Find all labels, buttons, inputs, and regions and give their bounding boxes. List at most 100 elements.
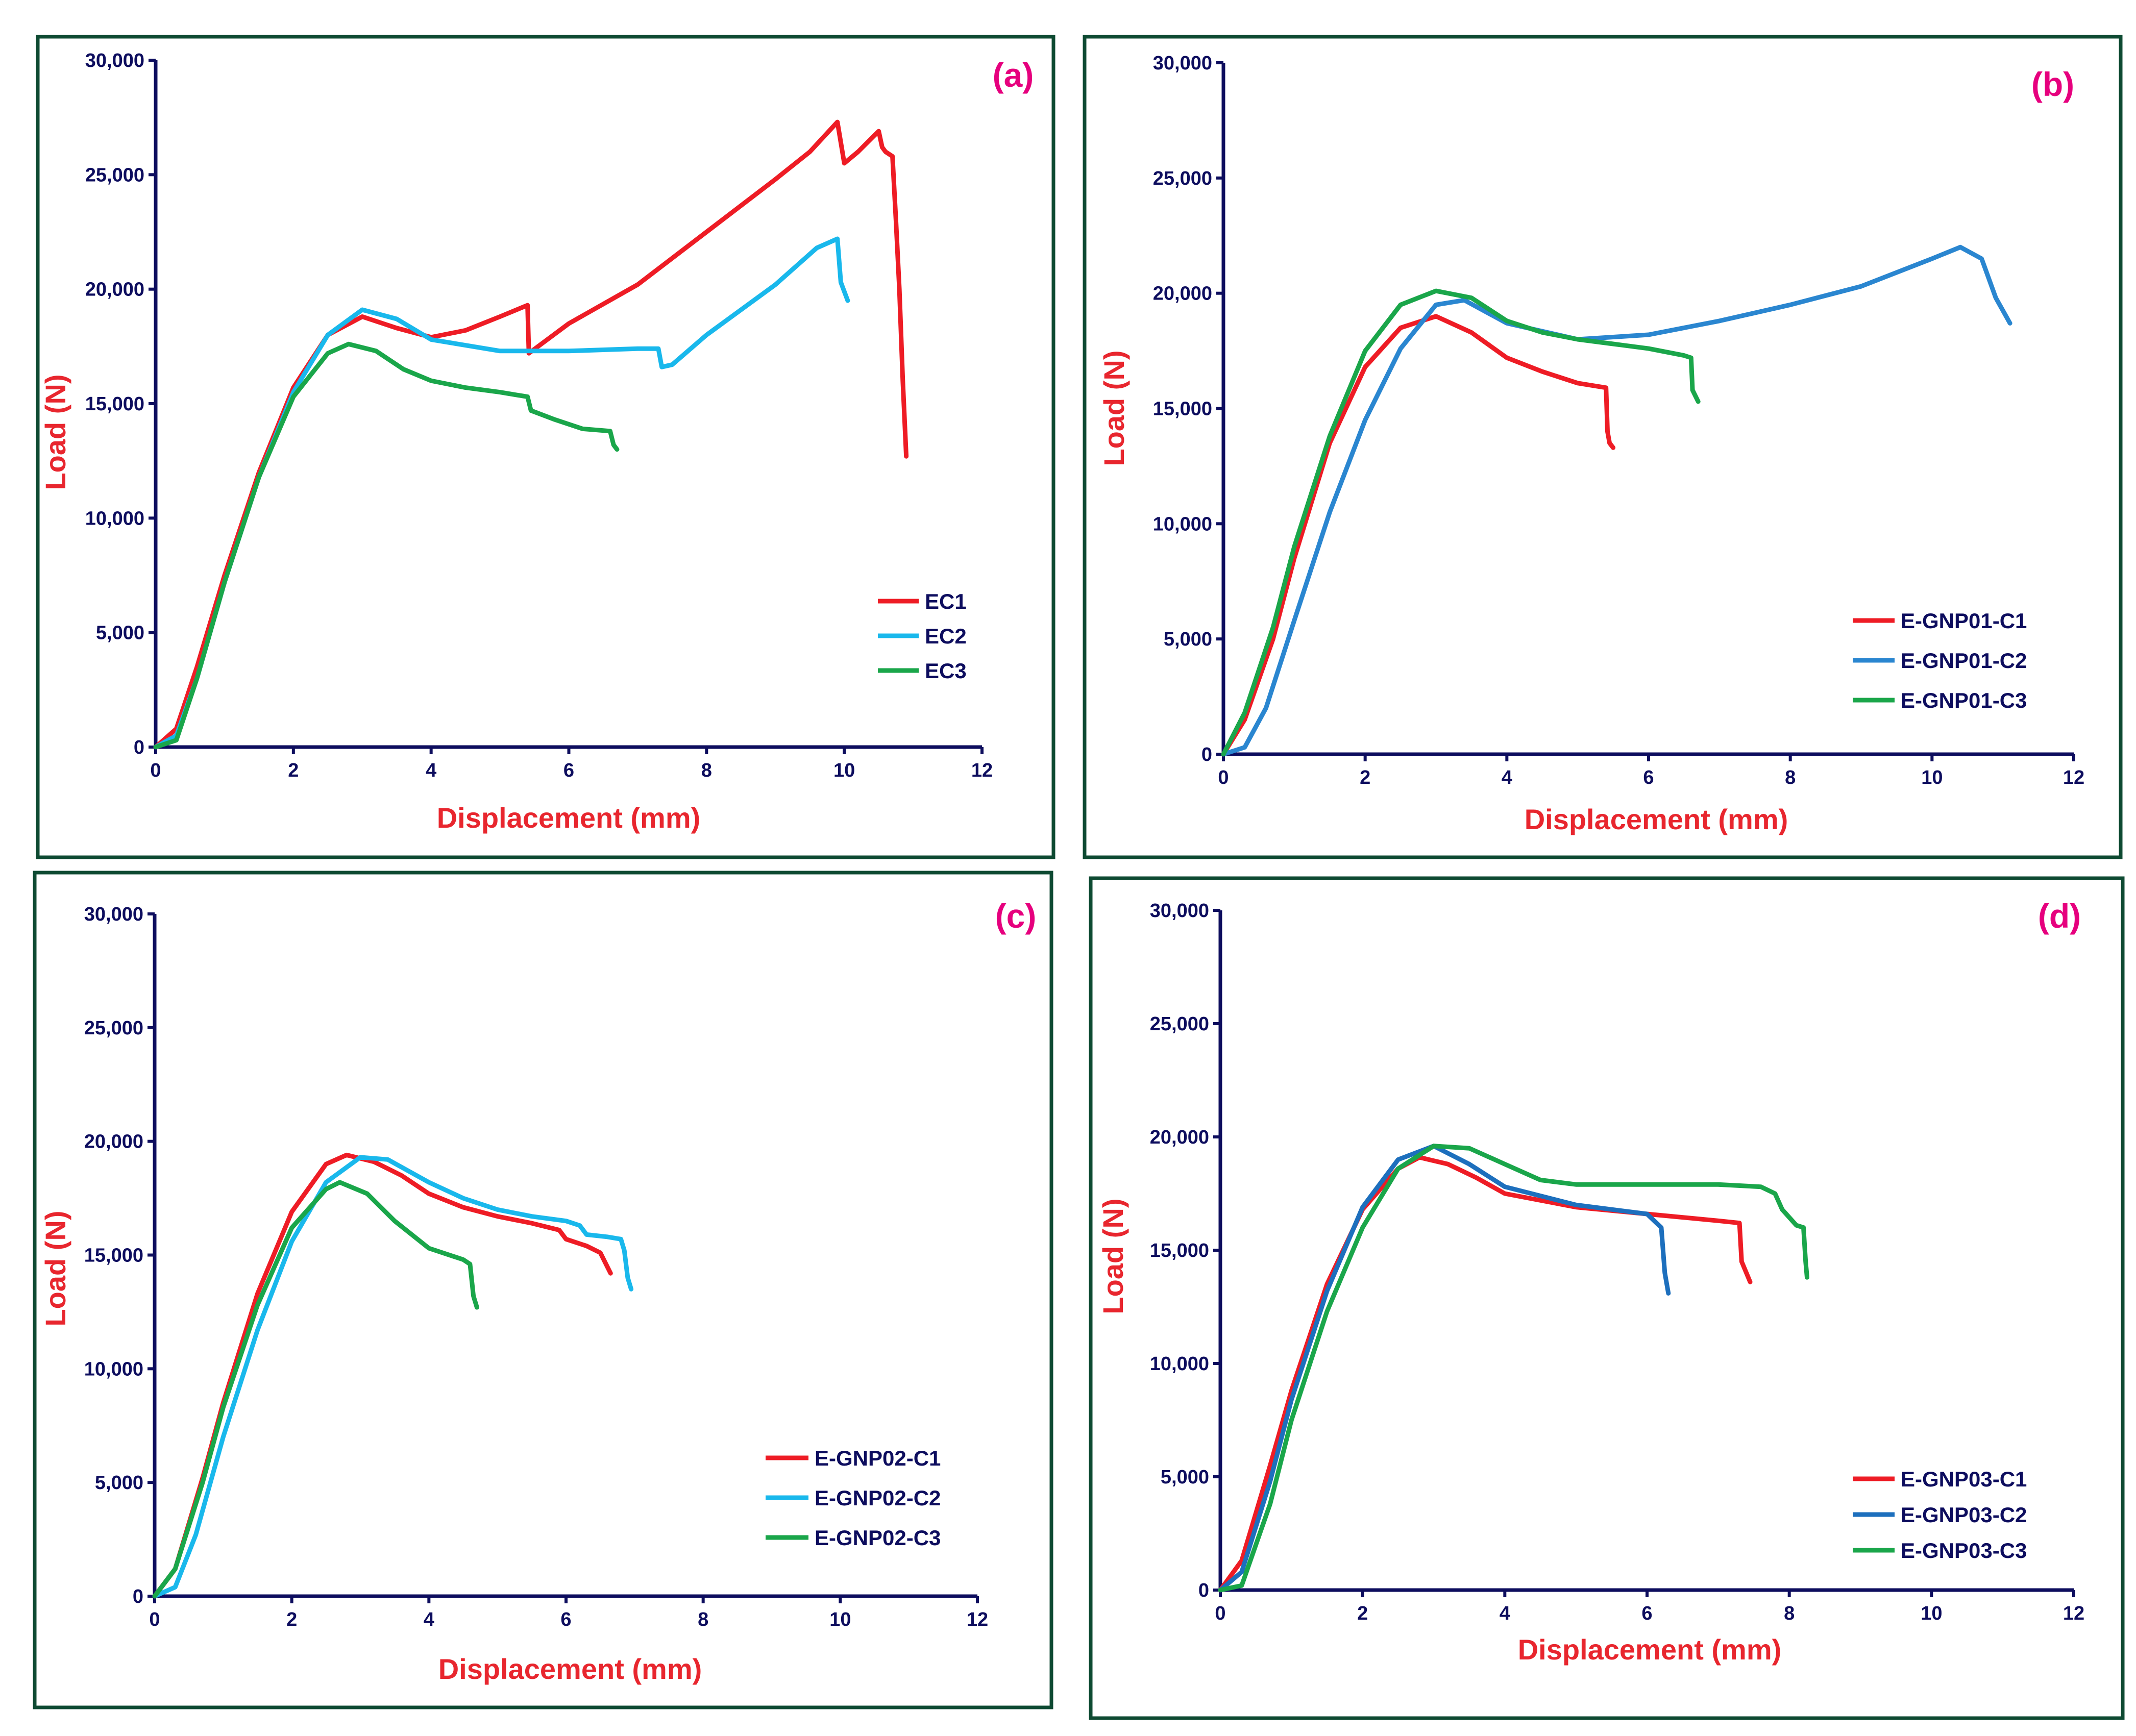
panel-c-frame: [33, 871, 1053, 1709]
panel-b-ytick-label: 30,000: [1153, 53, 1212, 74]
panel-d-label: (d): [2038, 897, 2081, 935]
panel-c-ytick-label: 20,000: [84, 1131, 143, 1153]
panel-b-legend: E-GNP01-C1 E-GNP01-C2 E-GNP01-C3: [1853, 609, 2027, 712]
panel-a-legend-label: EC1: [925, 589, 967, 613]
panel-c-series: [152, 1152, 634, 1599]
panel-b-legend-label: E-GNP01-C3: [1901, 688, 2027, 712]
panel-d-ytick-label: 10,000: [1150, 1353, 1209, 1375]
panel-a-label: (a): [993, 56, 1034, 94]
panel-d-ytick-label: 15,000: [1150, 1240, 1209, 1261]
panel-a-legend-label: EC3: [925, 659, 967, 683]
panel-d-xtick-label: 0: [1215, 1603, 1225, 1624]
panel-d-y-title: Load (N): [1097, 1198, 1129, 1314]
panel-a-xtick-label: 0: [150, 760, 161, 781]
panel-c-ytick-label: 5,000: [95, 1472, 143, 1494]
panel-a-ytick-label: 5,000: [96, 623, 144, 644]
panel-b-xtick-label: 10: [1921, 767, 1943, 788]
panel-c-legend-label: E-GNP02-C3: [815, 1526, 941, 1550]
panel-b-xtick-label: 12: [2063, 767, 2084, 788]
panel-c: 0 2 4 6 8 10 12 0 5,000 10,000 15,000 20,000 25,000 3…: [33, 871, 1053, 1709]
panel-c-xtick-label: 2: [286, 1609, 297, 1630]
panel-b-legend-label: E-GNP01-C2: [1901, 649, 2027, 673]
panel-a-xtick-label: 8: [701, 760, 712, 781]
panel-d: 0 2 4 6 8 10 12 0 5,000 10,000 15,000 20,000 25,000 3…: [1089, 876, 2125, 1720]
panel-b-xtick-label: 2: [1360, 767, 1370, 788]
panel-d-ytick-label: 30,000: [1150, 900, 1209, 922]
panel-d-legend-label: E-GNP03-C2: [1901, 1503, 2027, 1527]
panel-b-xtick-label: 8: [1785, 767, 1796, 788]
panel-b: 0 2 4 6 8 10 12 0 5,000 10,000 15,000 20,000 25,000 3…: [1083, 35, 2123, 859]
panel-b-frame: [1083, 35, 2123, 859]
panel-a-ytick-label: 20,000: [85, 279, 144, 301]
panel-b-series-e-gnp01-c1: [1221, 314, 1616, 757]
panel-a-ytick-label: 25,000: [85, 164, 144, 186]
panel-c-x-title: Displacement (mm): [438, 1653, 702, 1685]
panel-b-xtick-label: 0: [1218, 767, 1229, 788]
panel-b-series: [1221, 244, 2012, 757]
panel-d-legend-label: E-GNP03-C1: [1901, 1467, 2027, 1491]
panel-b-ytick-label: 10,000: [1153, 513, 1212, 535]
panel-a-frame: [36, 35, 1055, 859]
panel-b-series-e-gnp01-c3: [1221, 288, 1701, 757]
panel-a-x-title: Displacement (mm): [437, 802, 701, 834]
panel-a-xtick-label: 12: [971, 760, 993, 781]
panel-c-xtick-label: 6: [560, 1609, 571, 1630]
panel-c-ticks: 0 2 4 6 8 10 12 0 5,000 10,000 15,000 20,000 25,000 3…: [84, 904, 988, 1630]
panel-c-ytick-label: 25,000: [84, 1018, 143, 1039]
panel-c-legend: E-GNP02-C1 E-GNP02-C2 E-GNP02-C3: [766, 1446, 941, 1550]
panel-a: 0 2 4 6 8 10 12 0 5,000 10,000 15,000 20,000 25,000 3…: [36, 35, 1055, 859]
panel-b-ytick-label: 20,000: [1153, 283, 1212, 305]
panel-b-x-title: Displacement (mm): [1525, 803, 1788, 835]
panel-d-xtick-label: 12: [2063, 1603, 2084, 1624]
panel-d-xtick-label: 4: [1500, 1603, 1510, 1624]
panel-c-ytick-label: 15,000: [84, 1245, 143, 1267]
panel-a-xtick-label: 4: [426, 760, 436, 781]
panel-d-series: [1218, 1144, 1809, 1593]
panel-a-series-ec3: [153, 341, 620, 750]
panel-c-xtick-label: 10: [829, 1609, 851, 1630]
panel-a-ticks: 0 2 4 6 8 10 12 0 5,000 10,000 15,000 20,000 25,000 3…: [85, 50, 993, 781]
panel-a-xtick-label: 10: [833, 760, 855, 781]
panel-b-ytick-label: 15,000: [1153, 399, 1212, 420]
panel-d-xtick-label: 8: [1784, 1603, 1795, 1624]
panel-c-ytick-label: 30,000: [84, 904, 143, 925]
panel-a-legend: EC1 EC2 EC3: [878, 589, 967, 683]
panel-d-frame: [1089, 876, 2125, 1720]
panel-d-x-title: Displacement (mm): [1518, 1633, 1782, 1666]
panel-c-label: (c): [995, 897, 1037, 935]
panel-b-ticks: 0 2 4 6 8 10 12 0 5,000 10,000 15,000 20,000 25,000 3…: [1153, 53, 2084, 788]
panel-a-xtick-label: 6: [563, 760, 574, 781]
panel-a-ytick-label: 10,000: [85, 508, 144, 529]
panel-c-series-e-gnp02-c2: [152, 1155, 634, 1599]
panel-d-series-e-gnp03-c1: [1218, 1155, 1753, 1593]
panel-c-ytick-label: 0: [133, 1586, 143, 1607]
panel-d-ytick-label: 25,000: [1150, 1013, 1209, 1035]
panel-a-xtick-label: 2: [288, 760, 299, 781]
panel-d-xtick-label: 10: [1921, 1603, 1942, 1624]
panel-b-ytick-label: 25,000: [1153, 168, 1212, 189]
panel-a-ytick-label: 15,000: [85, 393, 144, 415]
panel-b-y-title: Load (N): [1098, 350, 1130, 466]
panel-b-xtick-label: 4: [1502, 767, 1512, 788]
panel-d-ytick-label: 20,000: [1150, 1127, 1209, 1148]
panel-b-ytick-label: 5,000: [1164, 629, 1212, 650]
panel-c-xtick-label: 8: [698, 1609, 708, 1630]
panel-b-ytick-label: 0: [1201, 744, 1212, 765]
panel-d-legend-label: E-GNP03-C3: [1901, 1539, 2027, 1563]
panel-d-series-e-gnp03-c3: [1218, 1144, 1809, 1593]
panel-c-xtick-label: 12: [967, 1609, 988, 1630]
panel-a-ytick-label: 30,000: [85, 50, 144, 71]
panel-d-ytick-label: 5,000: [1161, 1467, 1209, 1488]
panel-c-legend-label: E-GNP02-C1: [815, 1446, 941, 1470]
panel-d-ytick-label: 0: [1198, 1580, 1209, 1601]
panel-d-ticks: 0 2 4 6 8 10 12 0 5,000 10,000 15,000 20,000 25,000 3…: [1150, 900, 2084, 1624]
panel-c-xtick-label: 0: [149, 1609, 160, 1630]
panel-c-series-e-gnp02-c3: [152, 1180, 479, 1599]
panel-d-xtick-label: 2: [1357, 1603, 1368, 1624]
panel-a-y-title: Load (N): [39, 374, 71, 490]
panel-a-series: [153, 119, 909, 750]
panel-c-ytick-label: 10,000: [84, 1358, 143, 1380]
panel-c-legend-label: E-GNP02-C2: [815, 1486, 941, 1510]
panel-c-xtick-label: 4: [424, 1609, 434, 1630]
